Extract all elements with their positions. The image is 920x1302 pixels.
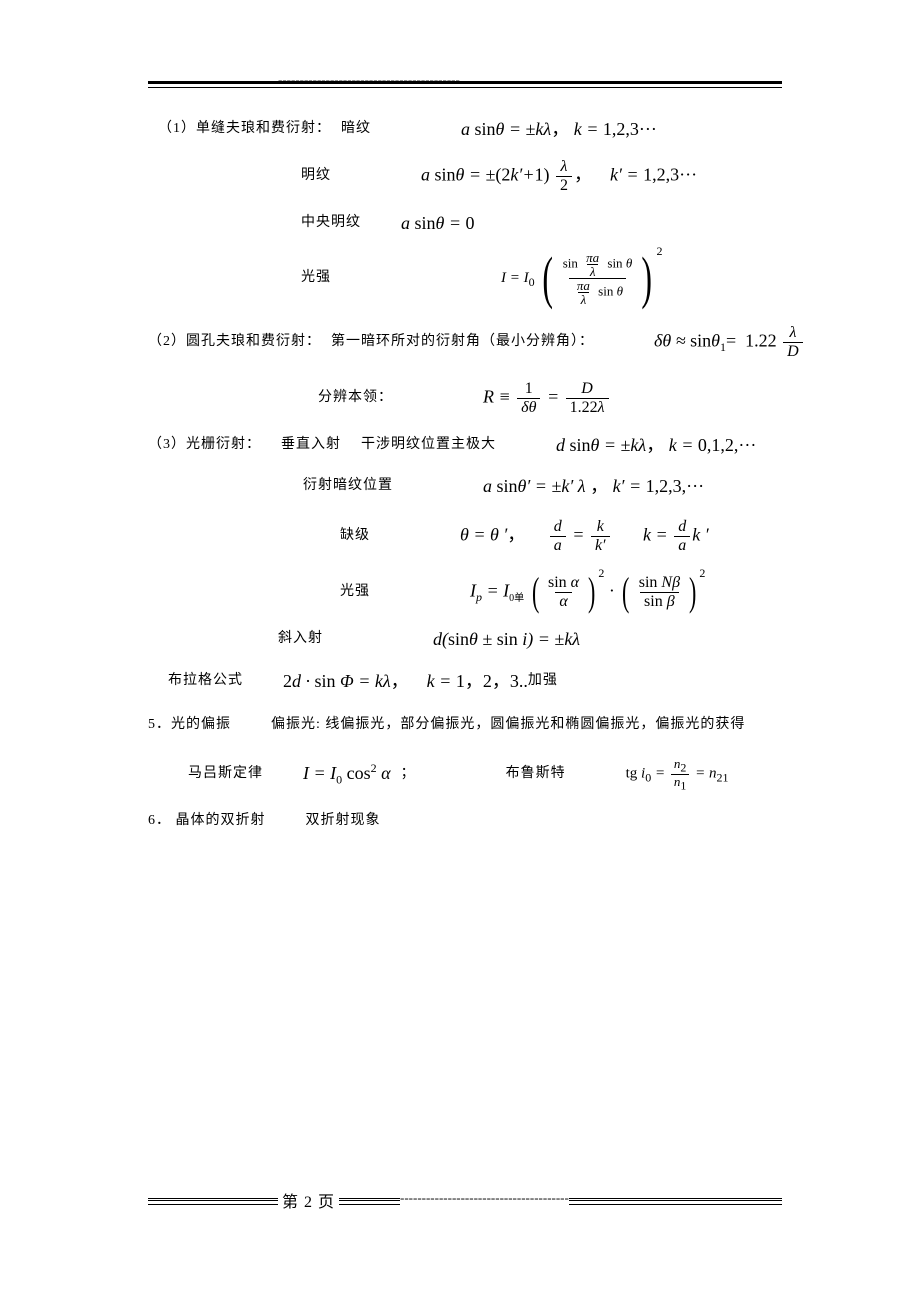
s5-desc: 偏振光: 线偏振光，部分偏振光，圆偏振光和椭圆偏振光，偏振光的获得 (271, 714, 745, 736)
s3-label-perp: 垂直入射 (281, 434, 341, 456)
section-1-line-1: （1）单缝夫琅和费衍射： 暗纹 a sinθ = ±kλ， k = 1,2,3·… (148, 110, 860, 148)
s2-label-resolve: 分辨本领： (318, 387, 393, 409)
bragg-line: 布拉格公式 2d · sin Φ = kλ， k = 1，2，3.. 加强 (148, 658, 860, 704)
s1-label-central: 中央明纹 (301, 212, 361, 234)
s3-eq-missing: θ = θ ′， da = kk′ k = dak ′ (460, 519, 709, 554)
header-rule (148, 82, 782, 84)
section-1-line-3: 中央明纹 a sinθ = 0 (148, 204, 860, 242)
bragg-suffix: 加强 (528, 670, 558, 692)
s3-label-main: 干涉明纹位置主极大 (361, 434, 496, 456)
header-dashes: ----------------------------------------… (278, 72, 460, 88)
footer-dashes: --------------------------------------- (400, 1190, 569, 1206)
section-6-line: 6． 晶体的双折射 双折射现象 (148, 802, 860, 840)
s5-label-malus: 马吕斯定律 (188, 763, 263, 785)
s2-heading: （2）圆孔夫琅和费衍射： (148, 331, 321, 353)
section-3-line-4: 光强 Ip = I0单 ( sin αα )2 · ( sin Nβsin β … (148, 564, 860, 620)
s1-heading: （1）单缝夫琅和费衍射： (158, 118, 331, 140)
s6-heading: 6． 晶体的双折射 (148, 810, 266, 832)
s3-label-oblique: 斜入射 (278, 628, 323, 650)
s5-eq-malus: I = I0 cos2 α (303, 759, 391, 790)
s1-eq-intensity: I = I0 ( sin πaλ sin θ πaλ sin θ ) 2 (501, 251, 663, 306)
s3-label-diff-dark: 衍射暗纹位置 (303, 475, 393, 497)
footer-page-number: 第 2 页 (278, 1188, 339, 1212)
section-1-line-4: 光强 I = I0 ( sin πaλ sin θ πaλ sin θ ) 2 (148, 242, 860, 314)
s3-label-intensity: 光强 (340, 581, 370, 603)
s1-eq-central: a sinθ = 0 (401, 209, 475, 238)
s6-desc: 双折射现象 (306, 810, 381, 832)
s3-eq-main: d sinθ = ±kλ， k = 0,1,2,··· (556, 431, 756, 460)
s5-label-brewster: 布鲁斯特 (506, 763, 566, 785)
section-3-line-5: 斜入射 d(sinθ ± sin i) = ±kλ (148, 620, 860, 658)
page-content: （1）单缝夫琅和费衍射： 暗纹 a sinθ = ±kλ， k = 1,2,3·… (148, 110, 860, 840)
section-5-line-1: 5．光的偏振 偏振光: 线偏振光，部分偏振光，圆偏振光和椭圆偏振光，偏振光的获得 (148, 704, 860, 746)
s3-eq-Ip: Ip = I0单 ( sin αα )2 · ( sin Nβsin β )2 (470, 575, 705, 610)
section-2-line-2: 分辨本领： R ≡ 1δθ = D1.22λ (148, 370, 860, 426)
s2-eq-delta: δθ ≈ sinθ1= 1.22 λD (654, 325, 805, 360)
s5-eq-brewster: tg i0 = n2n1 = n21 (626, 757, 729, 791)
section-2-line-1: （2）圆孔夫琅和费衍射： 第一暗环所对的衍射角（最小分辨角）： δθ ≈ sin… (148, 314, 860, 370)
s1-label-dark: 暗纹 (341, 118, 371, 140)
s1-label-bright: 明纹 (301, 165, 331, 187)
section-3-line-1: （3）光栅衍射： 垂直入射 干涉明纹位置主极大 d sinθ = ±kλ， k … (148, 426, 860, 464)
s2-note: 第一暗环所对的衍射角（最小分辨角）： (331, 331, 594, 353)
section-3-line-2: 衍射暗纹位置 a sinθ′ = ±k′ λ ， k′ = 1,2,3,··· (148, 464, 860, 508)
s1-label-intensity: 光强 (301, 267, 331, 289)
section-3-line-3: 缺级 θ = θ ′， da = kk′ k = dak ′ (148, 508, 860, 564)
section-5-line-2: 马吕斯定律 I = I0 cos2 α ； 布鲁斯特 tg i0 = n2n1 … (148, 746, 860, 802)
s1-eq-dark: a sinθ = ±kλ， k = 1,2,3··· (461, 115, 657, 144)
s3-eq-diff-dark: a sinθ′ = ±k′ λ ， k′ = 1,2,3,··· (483, 472, 704, 501)
bragg-label: 布拉格公式 (168, 670, 243, 692)
s5-heading: 5．光的偏振 (148, 714, 231, 736)
bragg-eq: 2d · sin Φ = kλ， k = 1，2，3.. (283, 667, 528, 696)
s3-eq-oblique: d(sinθ ± sin i) = ±kλ (433, 625, 580, 654)
s3-label-missing: 缺级 (340, 525, 370, 547)
s2-eq-R: R ≡ 1δθ = D1.22λ (483, 381, 611, 416)
s5-semicolon: ； (401, 763, 416, 785)
section-1-line-2: 明纹 a sinθ = ±(2k′+1) λ2， k′ = 1,2,3··· (148, 148, 860, 204)
s3-heading: （3）光栅衍射： (148, 434, 261, 456)
s1-eq-bright: a sinθ = ±(2k′+1) λ2， k′ = 1,2,3··· (421, 159, 697, 194)
